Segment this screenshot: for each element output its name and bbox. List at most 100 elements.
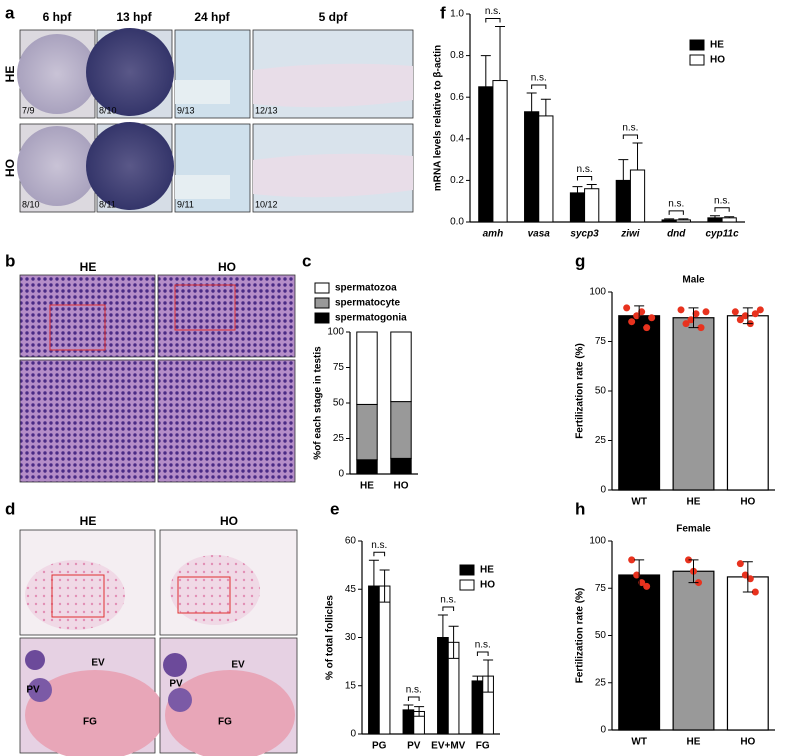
- significance-bracket: [622, 134, 639, 139]
- error-bar: [379, 569, 390, 603]
- y-tick-label: 50: [595, 386, 607, 397]
- error-bar: [368, 559, 379, 613]
- x-tick-label: WT: [631, 737, 647, 748]
- column-label: 13 hpf: [116, 10, 152, 24]
- bar: [675, 219, 691, 223]
- panel-letter: b: [5, 251, 15, 270]
- bar: [721, 217, 737, 223]
- column-label: 24 hpf: [194, 10, 230, 24]
- bar: [726, 315, 769, 491]
- x-tick-label: HE: [687, 497, 701, 508]
- y-tick-label: 0.4: [450, 133, 464, 144]
- bar-segment: [356, 403, 378, 461]
- significance-bracket: [531, 84, 547, 90]
- error-bar: [724, 216, 735, 218]
- bar: [492, 80, 508, 223]
- error-bar: [480, 55, 491, 87]
- x-tick-label: ziwi: [620, 229, 640, 240]
- y-tick-label: 50: [333, 398, 345, 409]
- embryo-count: 8/10: [99, 105, 117, 115]
- error-bar: [618, 159, 629, 181]
- panel-letter: g: [575, 251, 585, 270]
- y-tick-label: 60: [345, 536, 357, 547]
- error-bar: [634, 305, 645, 327]
- x-tick-label: PV: [407, 741, 421, 752]
- bar: [378, 585, 391, 735]
- significance-label: n.s.: [668, 199, 684, 210]
- embryo-count: 7/9: [22, 105, 35, 115]
- legend-label: spermatocyte: [335, 298, 400, 309]
- x-tick-label: PG: [372, 741, 387, 752]
- error-bar: [632, 142, 643, 170]
- significance-label: n.s.: [714, 195, 730, 206]
- legend-label: spermatozoa: [335, 283, 397, 294]
- data-point: [751, 310, 759, 318]
- embryo-count: 12/13: [255, 105, 278, 115]
- data-point: [638, 579, 646, 587]
- bar: [615, 179, 631, 223]
- panel-letter: h: [575, 499, 585, 518]
- y-tick-label: 0.8: [450, 50, 464, 61]
- significance-bracket: [714, 207, 730, 212]
- column-label: 5 dpf: [319, 10, 349, 24]
- y-tick-label: 0: [600, 725, 606, 736]
- error-bar: [742, 307, 753, 325]
- legend-swatch: [459, 564, 475, 576]
- y-tick-label: 15: [345, 680, 357, 691]
- x-tick-label: amh: [483, 229, 504, 240]
- y-tick-label: 75: [333, 362, 345, 373]
- y-tick-label: 50: [595, 630, 607, 641]
- data-point: [746, 575, 754, 583]
- data-point: [702, 308, 710, 316]
- significance-label: n.s.: [577, 164, 593, 175]
- bar: [618, 574, 661, 731]
- y-tick-label: 0.0: [450, 217, 464, 228]
- data-point: [741, 571, 749, 579]
- y-tick-label: 25: [595, 435, 607, 446]
- data-point: [692, 310, 700, 318]
- y-tick-label: 100: [327, 327, 344, 338]
- data-point: [643, 582, 651, 590]
- tissue-label: EV: [231, 660, 245, 671]
- column-label: HO: [218, 260, 236, 274]
- data-point: [741, 312, 749, 320]
- panel-letter: a: [5, 3, 15, 22]
- panel-letter: c: [302, 251, 311, 270]
- legend-swatch: [459, 579, 475, 591]
- panel-a-images: [17, 28, 414, 213]
- significance-bracket: [485, 17, 501, 23]
- y-tick-label: 0.2: [450, 175, 464, 186]
- data-point: [643, 324, 651, 332]
- row-label: HO: [3, 159, 17, 177]
- tissue-label: EV: [91, 658, 105, 669]
- bar-segment: [390, 457, 412, 475]
- significance-label: n.s.: [531, 73, 547, 84]
- embryo-count: 9/13: [177, 105, 195, 115]
- x-tick-label: HE: [360, 481, 374, 492]
- bar: [478, 86, 494, 223]
- data-point: [751, 588, 759, 596]
- y-tick-label: 1.0: [450, 9, 464, 20]
- y-tick-label: 0.6: [450, 92, 464, 103]
- y-tick-label: 100: [589, 536, 606, 547]
- significance-label: n.s.: [371, 540, 387, 551]
- column-label: HE: [80, 514, 97, 528]
- bar: [629, 169, 646, 223]
- column-label: HE: [80, 260, 97, 274]
- bar-segment: [390, 401, 412, 459]
- error-bar: [688, 559, 699, 584]
- x-tick-label: dnd: [667, 229, 686, 240]
- data-point: [756, 306, 764, 314]
- legend-label: HO: [710, 55, 725, 66]
- bar: [538, 115, 554, 223]
- error-bar: [437, 614, 448, 661]
- tissue-label: PV: [26, 685, 40, 696]
- tissue-label: FG: [83, 717, 97, 728]
- bar: [584, 188, 600, 223]
- embryo-count: 8/10: [22, 199, 40, 209]
- bar: [672, 570, 715, 731]
- error-bar: [403, 704, 414, 716]
- chart-title: Female: [676, 524, 711, 535]
- significance-label: n.s.: [475, 640, 491, 651]
